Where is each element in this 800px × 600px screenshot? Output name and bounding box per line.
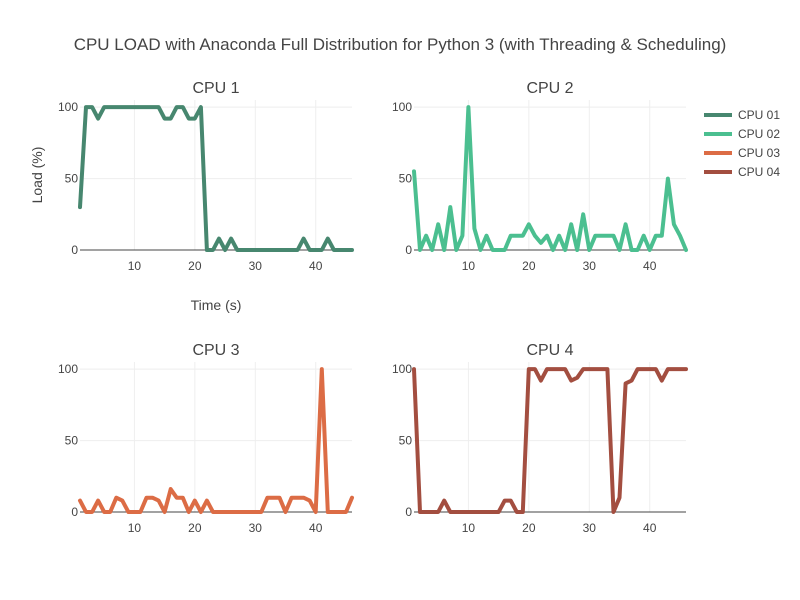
legend-label: CPU 03 — [738, 146, 780, 160]
gridlines — [414, 362, 686, 512]
x-tick-label: 40 — [309, 521, 323, 535]
legend-item: CPU 03 — [704, 146, 780, 160]
x-tick-label: 20 — [188, 521, 202, 535]
legend-label: CPU 02 — [738, 127, 780, 141]
y-tick-label: 0 — [405, 505, 412, 519]
x-tick-label: 10 — [462, 521, 476, 535]
x-tick-label: 10 — [128, 259, 142, 273]
y-tick-label: 0 — [71, 505, 78, 519]
x-tick-label: 10 — [462, 259, 476, 273]
subplot-cpu-2: 10 20 30 40 0 50 100 CPU 2 — [392, 80, 688, 273]
figure-title: CPU LOAD with Anaconda Full Distribution… — [74, 35, 727, 54]
x-tick-label: 20 — [522, 259, 536, 273]
subplot-cpu-1: 10 20 30 40 0 50 100 CPU 1 Time (s) Load (%) — [29, 80, 354, 313]
legend-item: CPU 04 — [704, 165, 780, 179]
y-tick-label: 100 — [58, 362, 78, 376]
x-tick-label: 10 — [128, 521, 142, 535]
y-tick-label: 50 — [65, 172, 79, 186]
x-tick-label: 20 — [188, 259, 202, 273]
subplot-title: CPU 2 — [526, 80, 573, 97]
gridlines — [80, 100, 352, 250]
series-line-cpu-03 — [78, 367, 354, 514]
x-tick-label: 30 — [249, 521, 263, 535]
legend-label: CPU 01 — [738, 108, 780, 122]
y-tick-label: 0 — [405, 243, 412, 257]
y-tick-label: 50 — [65, 434, 79, 448]
series-line-cpu-02 — [412, 105, 688, 252]
gridlines — [80, 362, 352, 512]
series-line-cpu-04 — [412, 367, 688, 514]
x-tick-label: 40 — [643, 259, 657, 273]
y-tick-label: 100 — [392, 362, 412, 376]
subplot-cpu-3: 10 20 30 40 0 50 100 CPU 3 — [58, 342, 354, 535]
subplot-title: CPU 4 — [526, 342, 573, 359]
x-tick-label: 30 — [583, 259, 597, 273]
y-axis-title: Load (%) — [29, 147, 45, 204]
x-axis-title: Time (s) — [191, 297, 242, 313]
y-tick-label: 100 — [392, 100, 412, 114]
x-tick-label: 40 — [309, 259, 323, 273]
subplot-title: CPU 3 — [192, 342, 239, 359]
x-tick-label: 30 — [249, 259, 263, 273]
x-tick-label: 20 — [522, 521, 536, 535]
subplot-cpu-4: 10 20 30 40 0 50 100 CPU 4 — [392, 342, 688, 535]
x-tick-label: 40 — [643, 521, 657, 535]
legend: CPU 01 CPU 02 CPU 03 CPU 04 — [704, 108, 780, 179]
y-tick-label: 0 — [71, 243, 78, 257]
legend-item: CPU 02 — [704, 127, 780, 141]
series-line-cpu-01 — [78, 105, 354, 252]
y-tick-label: 50 — [399, 434, 413, 448]
y-tick-label: 50 — [399, 172, 413, 186]
legend-label: CPU 04 — [738, 165, 780, 179]
y-tick-label: 100 — [58, 100, 78, 114]
subplot-title: CPU 1 — [192, 80, 239, 97]
legend-item: CPU 01 — [704, 108, 780, 122]
x-tick-label: 30 — [583, 521, 597, 535]
